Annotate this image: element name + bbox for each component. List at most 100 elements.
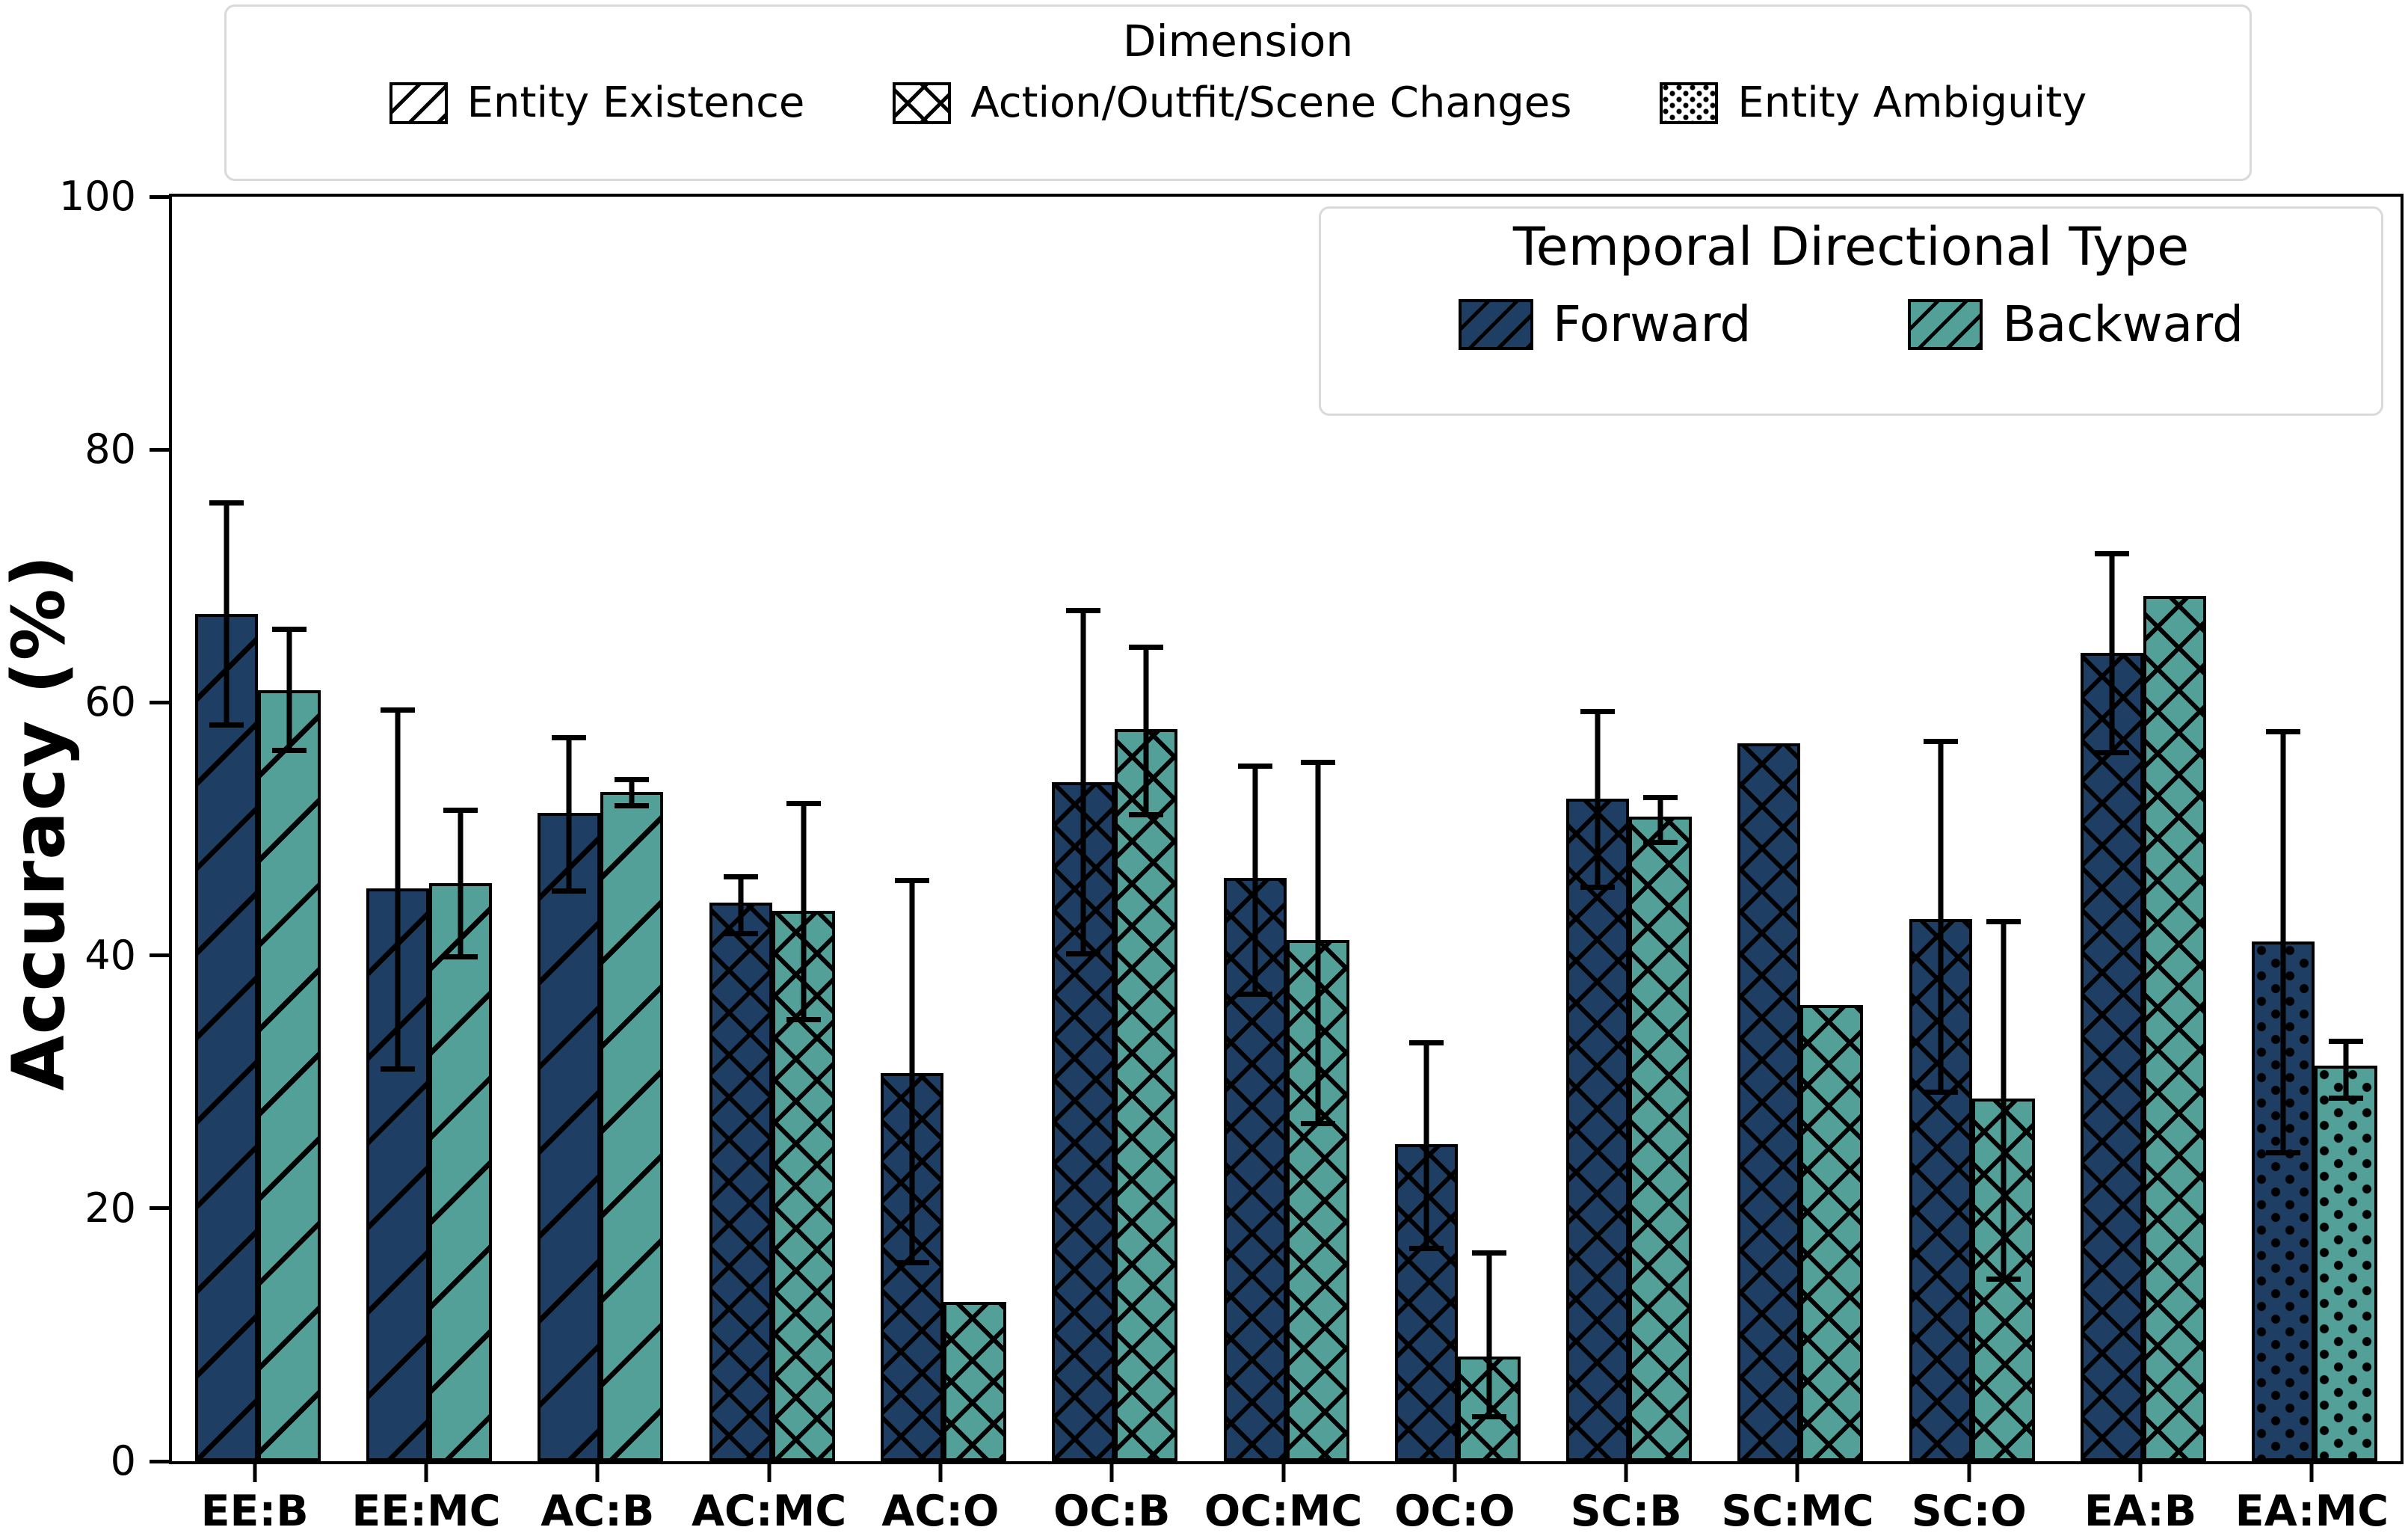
bar-group-EA:B <box>2057 197 2229 1461</box>
temporal-legend-items: Forward Backward <box>1459 295 2244 353</box>
x-tick-OC:O: OC:O <box>1369 1464 1540 1536</box>
legend-item-forward: Forward <box>1459 295 1751 353</box>
x-tick-label: OC:B <box>1053 1487 1171 1536</box>
cross-hatch-swatch-icon <box>893 82 952 124</box>
bar-SC:B-backward <box>1629 816 1693 1461</box>
bar-AC:B-backward <box>600 792 664 1461</box>
legend-item-entity-existence: Entity Existence <box>389 79 805 127</box>
forward-swatch-icon <box>1459 298 1534 350</box>
error-bar-EE:B-backward <box>271 626 307 754</box>
y-tick-label: 60 <box>84 678 136 726</box>
x-tick-label: EE:MC <box>351 1487 501 1536</box>
x-tick-label: OC:O <box>1394 1487 1515 1536</box>
bar-group-EE:B <box>172 197 343 1461</box>
x-tick-mark <box>595 1464 600 1482</box>
error-bar-AC:MC-forward <box>723 874 758 937</box>
x-tick-OC:MC: OC:MC <box>1198 1464 1369 1536</box>
x-tick-AC:MC: AC:MC <box>683 1464 854 1536</box>
error-bar-SC:B-backward <box>1643 794 1678 846</box>
bar-EE:B-backward <box>257 689 321 1461</box>
x-tick-mark <box>1624 1464 1628 1482</box>
error-bar-OC:MC-forward <box>1237 763 1272 998</box>
bar-SC:B-forward <box>1566 798 1630 1461</box>
x-tick-SC:MC: SC:MC <box>1712 1464 1883 1536</box>
y-tick-label: 100 <box>58 173 136 220</box>
y-tick-mark <box>150 1206 169 1211</box>
error-bar-EE:MC-backward <box>443 807 478 959</box>
x-tick-SC:O: SC:O <box>1883 1464 2054 1536</box>
legend-label: Entity Existence <box>466 79 805 127</box>
y-axis: 0 20 40 60 80 100 <box>0 174 169 1484</box>
error-bar-AC:O-forward <box>894 878 929 1265</box>
bar-group-OC:O <box>1372 197 1543 1461</box>
error-bar-AC:B-forward <box>552 735 587 894</box>
error-bar-EE:B-forward <box>209 500 244 728</box>
x-tick-SC:B: SC:B <box>1541 1464 1712 1536</box>
diagonal-hatch-swatch-icon <box>389 82 448 124</box>
error-bar-OC:O-forward <box>1408 1039 1444 1252</box>
error-bar-EA:MC-backward <box>2329 1039 2364 1102</box>
x-tick-label: SC:MC <box>1721 1487 1874 1536</box>
x-tick-mark <box>2138 1464 2143 1482</box>
y-tick-mark <box>150 194 169 199</box>
x-tick-EE:B: EE:B <box>169 1464 340 1536</box>
error-bar-SC:B-forward <box>1580 708 1616 890</box>
error-bar-OC:O-backward <box>1471 1250 1506 1420</box>
y-tick-mark <box>150 700 169 704</box>
x-tick-mark <box>1795 1464 1799 1482</box>
bar-EE:B-forward <box>194 614 258 1461</box>
legend-item-action-outfit-scene-changes: Action/Outfit/Scene Changes <box>893 79 1571 127</box>
x-tick-AC:O: AC:O <box>854 1464 1026 1536</box>
temporal-legend-title: Temporal Directional Type <box>1512 216 2190 277</box>
x-tick-mark <box>1281 1464 1286 1482</box>
error-bar-AC:MC-backward <box>786 801 821 1023</box>
bar-group-SC:O <box>1886 197 2057 1461</box>
bar-group-EA:MC <box>2229 197 2401 1461</box>
bar-group-SC:MC <box>1715 197 1886 1461</box>
y-tick-label: 20 <box>84 1184 136 1232</box>
x-tick-mark <box>767 1464 772 1482</box>
x-tick-label: EA:B <box>2084 1487 2197 1536</box>
x-tick-AC:B: AC:B <box>512 1464 683 1536</box>
x-tick-mark <box>1109 1464 1114 1482</box>
x-tick-label: OC:MC <box>1204 1487 1363 1536</box>
bar-EA:MC-backward <box>2315 1065 2378 1461</box>
bar-group-SC:B <box>1544 197 1715 1461</box>
bar-EA:B-forward <box>2081 653 2144 1461</box>
legend-label: Entity Ambiguity <box>1737 79 2087 127</box>
bar-AC:B-forward <box>538 812 601 1461</box>
x-tick-EE:MC: EE:MC <box>340 1464 511 1536</box>
temporal-legend: Temporal Directional Type Forward Backwa… <box>1319 206 2383 416</box>
x-axis: EE:B EE:MC AC:B AC:MC AC:O OC:B OC:MC OC:O SC:B S… <box>169 1464 2398 1536</box>
bar-SC:O-forward <box>1909 918 1972 1461</box>
y-tick-label: 0 <box>110 1437 136 1484</box>
x-tick-label: EE:B <box>200 1487 309 1536</box>
error-bar-EE:MC-forward <box>380 707 415 1072</box>
error-bar-SC:O-forward <box>1923 739 1958 1095</box>
x-tick-mark <box>253 1464 257 1482</box>
dimension-legend: Dimension Entity Existence Action/Outfit… <box>224 4 2252 181</box>
x-tick-label: SC:B <box>1570 1487 1682 1536</box>
error-bar-SC:O-backward <box>1986 918 2021 1282</box>
x-tick-mark <box>1453 1464 1457 1482</box>
x-tick-label: AC:O <box>881 1487 1000 1536</box>
bar-group-AC:B <box>515 197 686 1461</box>
bar-OC:B-backward <box>1115 728 1178 1461</box>
legend-label: Action/Outfit/Scene Changes <box>970 79 1572 127</box>
bar-group-EE:MC <box>343 197 514 1461</box>
y-tick-mark <box>150 1459 169 1463</box>
x-tick-mark <box>2309 1464 2314 1482</box>
error-bar-OC:B-forward <box>1066 607 1101 957</box>
x-tick-mark <box>1967 1464 1971 1482</box>
legend-item-backward: Backward <box>1908 295 2244 353</box>
bar-group-OC:MC <box>1201 197 1372 1461</box>
bar-group-AC:O <box>857 197 1029 1461</box>
bar-SC:MC-forward <box>1737 743 1801 1461</box>
x-tick-mark <box>424 1464 428 1482</box>
y-tick-label: 80 <box>84 426 136 473</box>
bar-EE:MC-backward <box>428 883 492 1461</box>
x-tick-EA:MC: EA:MC <box>2226 1464 2398 1536</box>
dimension-legend-items: Entity Existence Action/Outfit/Scene Cha… <box>389 79 2087 127</box>
x-tick-mark <box>938 1464 943 1482</box>
y-axis-label: Accuracy (%) <box>0 554 81 1091</box>
